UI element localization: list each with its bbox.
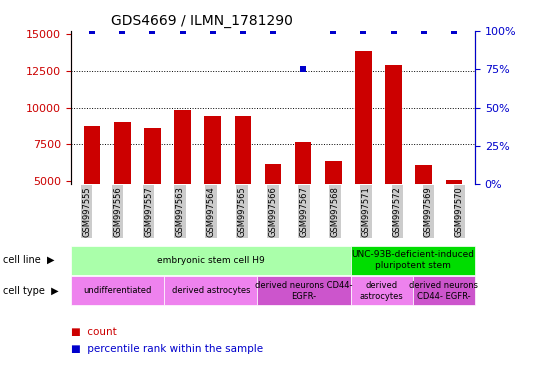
Point: [239, 28, 247, 34]
Text: ■  percentile rank within the sample: ■ percentile rank within the sample: [71, 344, 263, 354]
Point: [118, 28, 127, 34]
Point: [449, 28, 458, 34]
Text: GSM997566: GSM997566: [269, 186, 277, 237]
Text: GDS4669 / ILMN_1781290: GDS4669 / ILMN_1781290: [111, 14, 293, 28]
Text: GSM997555: GSM997555: [82, 186, 91, 237]
Point: [178, 28, 187, 34]
Bar: [174, 111, 191, 255]
Bar: [295, 142, 311, 255]
Text: cell type  ▶: cell type ▶: [3, 286, 58, 296]
Bar: [325, 161, 342, 255]
Text: GSM997563: GSM997563: [175, 186, 184, 237]
Point: [269, 28, 277, 34]
Point: [389, 28, 398, 34]
Text: GSM997568: GSM997568: [331, 186, 340, 237]
Text: GSM997570: GSM997570: [455, 186, 464, 237]
Bar: [355, 51, 372, 255]
Bar: [385, 65, 402, 255]
Text: GSM997564: GSM997564: [206, 186, 215, 237]
Point: [299, 66, 307, 72]
Text: GSM997569: GSM997569: [424, 186, 433, 237]
Text: derived neurons
CD44- EGFR-: derived neurons CD44- EGFR-: [410, 281, 478, 301]
Bar: [416, 165, 432, 255]
Text: undifferentiated: undifferentiated: [84, 286, 152, 295]
Text: GSM997556: GSM997556: [113, 186, 122, 237]
Text: embryonic stem cell H9: embryonic stem cell H9: [157, 256, 265, 265]
Bar: [144, 128, 161, 255]
Bar: [446, 180, 462, 255]
Point: [419, 28, 428, 34]
Text: derived
astrocytes: derived astrocytes: [360, 281, 403, 301]
Text: GSM997567: GSM997567: [300, 186, 308, 237]
Point: [359, 28, 368, 34]
Point: [88, 28, 97, 34]
Bar: [114, 122, 130, 255]
Bar: [84, 126, 100, 255]
Text: UNC-93B-deficient-induced
pluripotent stem: UNC-93B-deficient-induced pluripotent st…: [352, 250, 474, 270]
Text: GSM997572: GSM997572: [393, 186, 402, 237]
Text: cell line  ▶: cell line ▶: [3, 255, 54, 265]
Text: GSM997557: GSM997557: [144, 186, 153, 237]
Bar: [204, 116, 221, 255]
Bar: [265, 164, 281, 255]
Text: derived astrocytes: derived astrocytes: [171, 286, 250, 295]
Text: GSM997571: GSM997571: [362, 186, 371, 237]
Text: GSM997565: GSM997565: [238, 186, 246, 237]
Text: derived neurons CD44-
EGFR-: derived neurons CD44- EGFR-: [256, 281, 353, 301]
Point: [329, 28, 337, 34]
Text: ■  count: ■ count: [71, 327, 117, 337]
Bar: [235, 116, 251, 255]
Point: [148, 28, 157, 34]
Point: [209, 28, 217, 34]
